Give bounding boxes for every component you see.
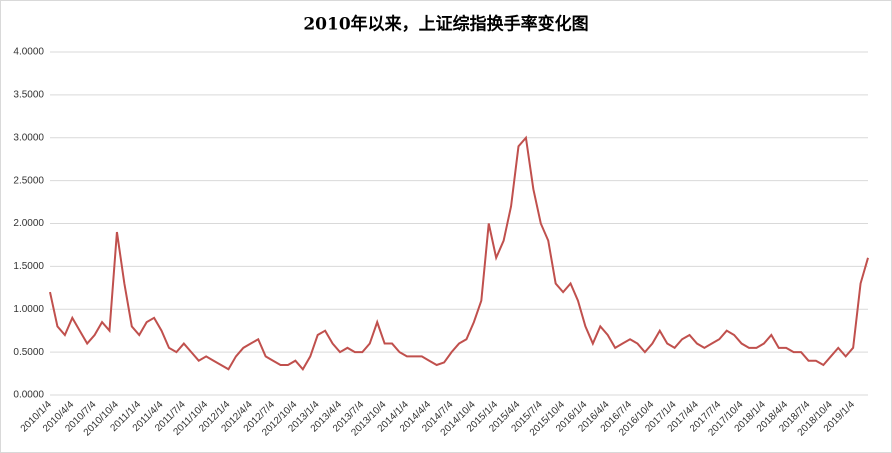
y-tick-label: 1.0000 <box>13 304 44 315</box>
y-tick-label: 3.5000 <box>13 90 44 101</box>
y-tick-label: 4.0000 <box>13 47 44 58</box>
y-tick-label: 3.0000 <box>13 132 44 143</box>
y-tick-label: 0.5000 <box>13 347 44 358</box>
y-tick-label: 0.0000 <box>13 390 44 401</box>
y-tick-label: 2.5000 <box>13 175 44 186</box>
data-line <box>49 135 869 371</box>
y-tick-label: 2.0000 <box>13 218 44 229</box>
chart-title: 2010年以来，上证综指换手率变化图 <box>303 14 588 35</box>
y-tick-label: 1.5000 <box>13 261 44 272</box>
